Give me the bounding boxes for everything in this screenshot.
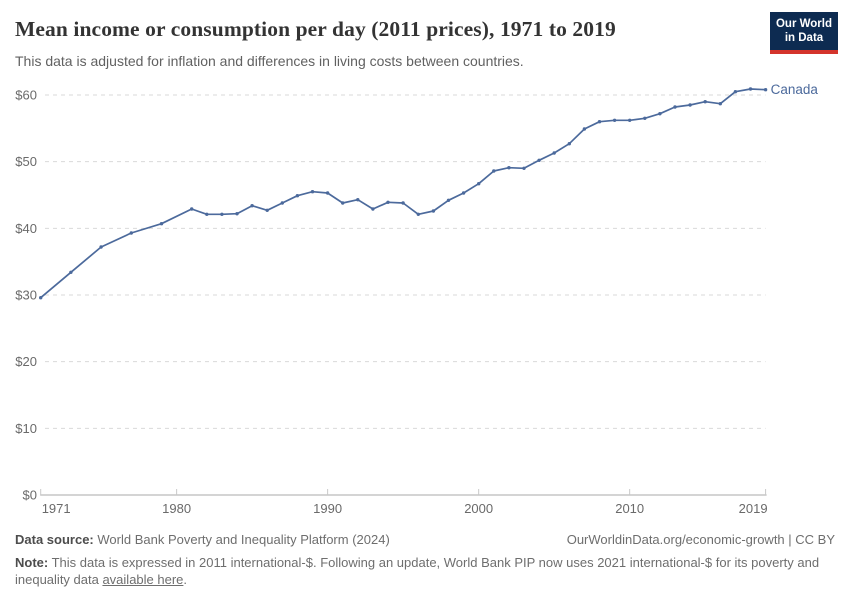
y-axis-label: $10 bbox=[15, 421, 37, 436]
data-point-marker bbox=[220, 212, 224, 216]
data-point-marker bbox=[99, 245, 103, 249]
data-point-marker bbox=[658, 112, 662, 116]
data-point-marker bbox=[325, 191, 330, 195]
data-point-marker bbox=[250, 204, 254, 208]
data-point-marker bbox=[522, 166, 526, 170]
data-source: Data source: World Bank Poverty and Ineq… bbox=[15, 531, 390, 548]
note: Note: This data is expressed in 2011 int… bbox=[15, 554, 835, 588]
logo-line1: Our World bbox=[775, 17, 832, 30]
x-axis-label: 1980 bbox=[162, 501, 191, 516]
note-label: Note: bbox=[15, 555, 49, 571]
data-point-marker bbox=[401, 201, 405, 205]
y-axis-label: $0 bbox=[23, 488, 37, 503]
data-point-marker bbox=[446, 198, 451, 202]
data-point-marker bbox=[310, 190, 315, 194]
chart-footer: Data source: World Bank Poverty and Ineq… bbox=[15, 531, 835, 588]
x-axis-label: 2000 bbox=[464, 501, 493, 516]
data-point-marker bbox=[235, 212, 239, 216]
data-point-marker bbox=[492, 169, 496, 173]
note-text-end: . bbox=[183, 572, 188, 588]
data-point-marker bbox=[567, 142, 571, 146]
data-point-marker bbox=[718, 102, 722, 106]
line-chart: $0 $10 $20 $30 $40 $50 $60 1971 1980 1990 2000 2010… bbox=[15, 82, 819, 516]
y-axis-label: $30 bbox=[15, 288, 37, 303]
page-title: Mean income or consumption per day (2011… bbox=[15, 17, 616, 41]
owid-logo: Our World in Data bbox=[770, 12, 838, 54]
data-point-marker bbox=[205, 212, 209, 216]
available-here-link[interactable]: available here bbox=[102, 572, 184, 588]
data-point-marker bbox=[39, 296, 43, 300]
data-point-marker bbox=[582, 127, 587, 131]
data-point-marker bbox=[69, 270, 73, 274]
data-point-marker bbox=[356, 198, 360, 202]
series-end-label[interactable]: Canada bbox=[771, 82, 819, 97]
series-line bbox=[39, 88, 767, 299]
data-point-marker bbox=[507, 166, 511, 170]
data-point-marker bbox=[748, 87, 753, 91]
data-point-marker bbox=[673, 105, 677, 109]
data-point-marker bbox=[733, 90, 738, 94]
data-point-marker bbox=[703, 100, 707, 104]
data-point-marker bbox=[552, 151, 556, 155]
data-point-marker bbox=[628, 118, 632, 122]
data-point-marker bbox=[371, 207, 375, 211]
x-axis-label: 2010 bbox=[615, 501, 644, 516]
y-axis-label: $20 bbox=[15, 354, 37, 369]
data-point-marker bbox=[265, 208, 269, 212]
data-point-marker bbox=[416, 212, 420, 216]
data-point-marker bbox=[129, 231, 133, 235]
data-point-marker bbox=[341, 201, 345, 205]
data-point-marker bbox=[643, 116, 647, 120]
data-point-marker bbox=[159, 222, 164, 226]
logo-line2: in Data bbox=[784, 32, 824, 44]
data-point-marker bbox=[295, 194, 300, 198]
x-axis-label: 1971 bbox=[42, 501, 71, 516]
y-axis-label: $40 bbox=[15, 221, 37, 236]
data-point-marker bbox=[537, 158, 541, 162]
data-point-marker bbox=[763, 88, 768, 92]
data-source-label: Data source: bbox=[15, 532, 94, 547]
data-point-marker bbox=[477, 182, 481, 186]
y-axis-label: $50 bbox=[15, 154, 37, 169]
data-point-marker bbox=[597, 120, 602, 124]
data-point-marker bbox=[386, 200, 390, 204]
data-source-value: World Bank Poverty and Inequality Platfo… bbox=[97, 532, 390, 547]
attribution: OurWorldinData.org/economic-growth | CC … bbox=[566, 532, 835, 547]
chart-subtitle: This data is adjusted for inflation and … bbox=[15, 53, 524, 69]
x-axis-label: 2019 bbox=[739, 501, 768, 516]
data-point-marker bbox=[431, 209, 436, 213]
data-point-marker bbox=[280, 201, 284, 205]
note-text: This data is expressed in 2011 internati… bbox=[15, 555, 820, 588]
y-axis-label: $60 bbox=[15, 88, 37, 103]
data-point-marker bbox=[688, 103, 692, 107]
data-point-marker bbox=[612, 118, 617, 122]
x-axis-label: 1990 bbox=[313, 501, 342, 516]
data-point-marker bbox=[190, 207, 194, 211]
data-point-marker bbox=[461, 191, 466, 195]
